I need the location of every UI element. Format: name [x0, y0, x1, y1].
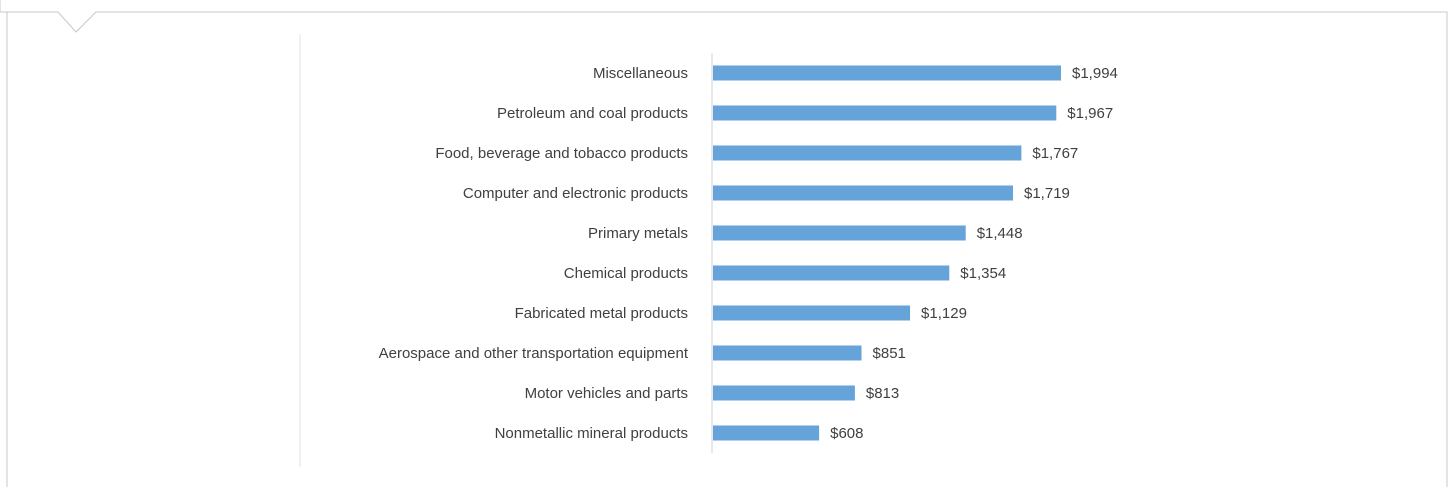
bar	[713, 305, 911, 321]
value-label: $813	[866, 385, 899, 402]
category-label: Motor vehicles and parts	[525, 385, 688, 402]
category-label: Aerospace and other transportation equip…	[379, 345, 689, 362]
bar	[713, 185, 1014, 201]
bars-group	[713, 65, 1061, 441]
bar	[713, 385, 855, 401]
category-labels: Miscellaneous Petroleum and coal products…	[379, 65, 689, 442]
bar	[713, 345, 862, 361]
category-label: Food, beverage and tobacco products	[435, 145, 688, 162]
category-label: Computer and electronic products	[463, 185, 688, 202]
value-label: $608	[830, 425, 863, 442]
category-label: Primary metals	[588, 225, 688, 242]
value-labels: $1,994 $1,967 $1,767 $1,719 $1,448 $1,354 $1,1…	[830, 65, 1118, 442]
bar	[713, 225, 966, 241]
category-label: Nonmetallic mineral products	[495, 425, 688, 442]
value-label: $1,354	[960, 265, 1006, 282]
value-label: $1,767	[1032, 145, 1078, 162]
bar	[713, 425, 820, 441]
value-label: $1,129	[921, 305, 967, 322]
bar	[713, 105, 1057, 121]
category-label: Fabricated metal products	[515, 305, 688, 322]
category-label: Miscellaneous	[593, 65, 688, 82]
value-label: $1,994	[1072, 65, 1118, 82]
bar	[713, 145, 1022, 161]
value-label: $1,719	[1024, 185, 1070, 202]
value-label: $851	[873, 345, 906, 362]
category-label: Petroleum and coal products	[497, 105, 688, 122]
category-label: Chemical products	[564, 265, 688, 282]
value-label: $1,967	[1067, 105, 1113, 122]
bar	[713, 265, 950, 281]
value-label: $1,448	[977, 225, 1023, 242]
bar	[713, 65, 1061, 81]
